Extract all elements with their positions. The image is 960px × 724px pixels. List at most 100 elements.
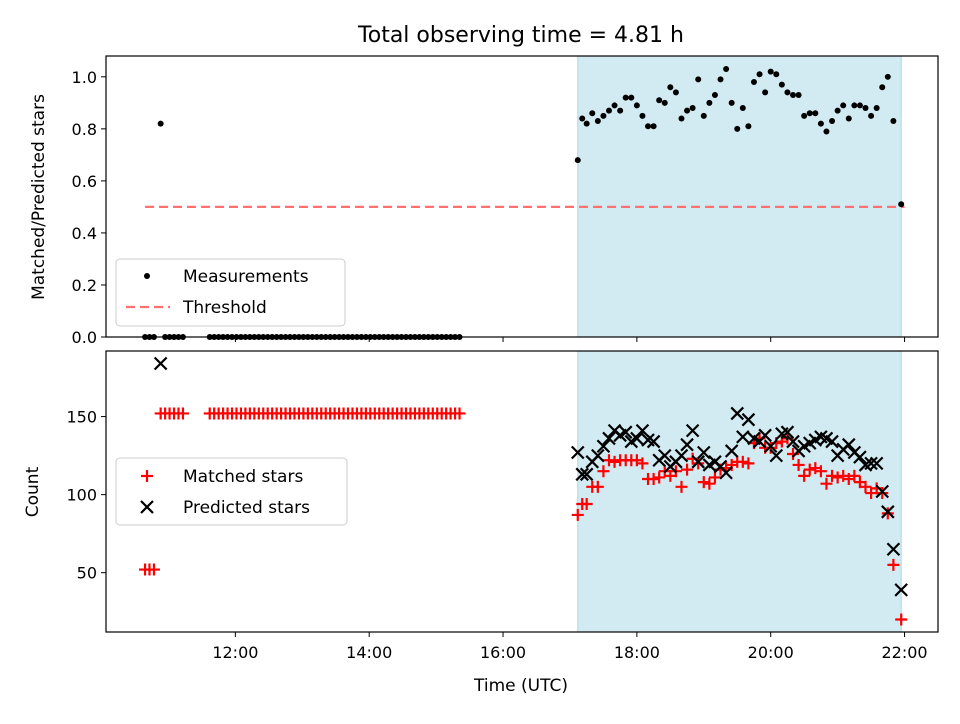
matched-star-point xyxy=(692,457,705,470)
measurement-point xyxy=(605,107,612,114)
measurement-point xyxy=(812,110,819,117)
count-x-tick-label: 12:00 xyxy=(212,643,258,662)
measurement-point xyxy=(579,115,586,122)
measurement-point xyxy=(600,112,607,119)
measurement-point xyxy=(745,123,752,130)
count-x-tick-label: 20:00 xyxy=(748,643,794,662)
measurement-point xyxy=(695,76,702,83)
matched-star-point xyxy=(591,480,604,493)
measurement-point xyxy=(678,115,685,122)
matched-star-point xyxy=(571,508,584,521)
measurement-point xyxy=(717,76,724,83)
measurement-point xyxy=(684,107,691,114)
count-x-tick-label: 14:00 xyxy=(346,643,392,662)
predicted-star-point xyxy=(736,430,750,444)
predicted-star-point xyxy=(618,425,633,439)
observing-window-shade xyxy=(577,55,902,338)
ratio-y-tick-label: 0.4 xyxy=(72,224,97,243)
ratio-legend-box xyxy=(115,258,346,327)
measurement-point xyxy=(873,105,880,112)
predicted-star-point xyxy=(841,437,856,452)
matched-star-point xyxy=(703,477,716,490)
measurement-point xyxy=(574,157,581,164)
legend-label-matched: Matched stars xyxy=(183,467,303,487)
measurement-point xyxy=(617,107,624,114)
matched-star-point xyxy=(653,471,666,484)
matched-star-point xyxy=(647,473,660,486)
matched-star-point xyxy=(803,463,816,476)
predicted-star-point xyxy=(575,467,590,482)
predicted-star-point xyxy=(674,448,689,463)
matched-star-point xyxy=(597,465,610,478)
predicted-star-point xyxy=(646,434,661,449)
measurement-point xyxy=(734,125,741,132)
measurement-point xyxy=(672,89,679,96)
count-x-tick-label: 18:00 xyxy=(614,643,660,662)
measurement-points xyxy=(142,66,905,340)
measurement-point xyxy=(661,99,668,106)
predicted-star-point xyxy=(886,542,901,557)
ratio-y-tick-label: 0.6 xyxy=(72,172,97,191)
matched-star-point xyxy=(820,477,833,490)
measurement-point xyxy=(650,123,657,130)
matched-star-point xyxy=(792,458,805,471)
count-x-tick-label: 22:00 xyxy=(881,643,927,662)
ratio-plot-frame xyxy=(105,55,939,338)
measurement-point xyxy=(594,118,601,125)
measurement-point xyxy=(801,112,808,119)
predicted-star-point xyxy=(780,425,795,439)
predicted-star-point xyxy=(724,444,739,458)
observing-window-shade-bottom xyxy=(577,350,902,633)
matched-star-point xyxy=(826,469,839,482)
predicted-star-point xyxy=(680,437,694,452)
matched-star-point xyxy=(895,613,908,626)
measurement-point xyxy=(157,120,164,127)
measurement-point xyxy=(700,112,707,119)
measurement-point xyxy=(790,92,797,99)
measurement-point xyxy=(639,112,646,119)
measurement-point xyxy=(706,99,713,106)
predicted-star-point xyxy=(685,423,700,438)
predicted-star-point xyxy=(881,505,895,519)
predicted-star-point xyxy=(657,448,672,463)
measurement-point xyxy=(762,89,769,96)
predicted-star-point xyxy=(869,456,884,471)
matched-star-point xyxy=(742,457,755,470)
ratio-y-tick-label: 0.8 xyxy=(72,120,97,139)
measurement-point xyxy=(784,89,791,96)
measurement-point xyxy=(583,120,590,127)
predicted-star-point xyxy=(894,583,908,597)
predicted-star-point xyxy=(691,455,705,469)
predicted-star-point xyxy=(570,445,585,460)
legend-marker-measurements xyxy=(144,273,150,279)
ratio-y-axis-label: Matched/Predicted stars xyxy=(29,94,49,300)
predicted-star-points xyxy=(153,356,908,597)
measurement-point xyxy=(723,66,730,73)
x-axis-label: Time (UTC) xyxy=(473,676,568,696)
measurement-point xyxy=(645,123,652,130)
matched-star-point xyxy=(675,480,688,493)
measurement-point xyxy=(879,84,886,91)
measurement-point xyxy=(898,201,905,208)
predicted-star-point xyxy=(769,448,784,463)
measurement-point xyxy=(633,102,640,109)
measurement-point xyxy=(622,94,629,101)
measurement-point xyxy=(656,97,663,104)
matched-star-point xyxy=(798,469,811,482)
predicted-star-point xyxy=(602,431,616,446)
measurement-point xyxy=(756,71,763,78)
ratio-y-ticks: 0.0 0.2 0.4 0.6 0.8 1.0 xyxy=(72,68,106,347)
legend-marker-matched xyxy=(141,470,153,482)
count-x-tick-label: 16:00 xyxy=(480,643,526,662)
count-x-ticks: 12:00 14:00 16:00 18:00 20:00 22:00 xyxy=(212,632,928,662)
chart-title: Total observing time = 4.81 h xyxy=(357,23,684,48)
measurement-point xyxy=(856,102,863,109)
measurement-point xyxy=(589,110,596,117)
matched-star-point xyxy=(876,487,889,500)
predicted-star-point xyxy=(875,484,890,499)
matched-star-point xyxy=(602,454,615,467)
measurement-point xyxy=(806,110,813,117)
matched-star-point xyxy=(887,558,900,571)
matched-star-point xyxy=(580,497,593,510)
